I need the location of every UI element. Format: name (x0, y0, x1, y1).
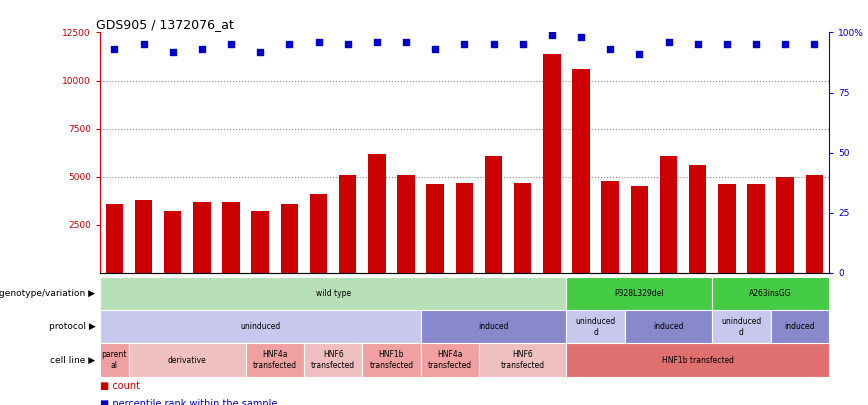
Bar (456, 183, 473, 273)
Bar (164, 211, 181, 273)
Bar (514, 183, 531, 273)
Bar (421, 310, 567, 343)
Point (661, 39, 675, 45)
Point (253, 49, 267, 55)
Point (487, 41, 501, 48)
Text: induced: induced (785, 322, 815, 331)
Bar (246, 343, 304, 377)
Bar (100, 310, 421, 343)
Bar (421, 343, 479, 377)
Point (341, 41, 355, 48)
Text: induced: induced (478, 322, 509, 331)
Point (282, 41, 296, 48)
Point (574, 34, 588, 40)
Bar (572, 69, 589, 273)
Bar (602, 181, 619, 273)
Bar (625, 310, 713, 343)
Point (166, 49, 180, 55)
Point (312, 39, 326, 45)
Point (136, 41, 150, 48)
Point (224, 41, 238, 48)
Bar (567, 343, 829, 377)
Bar (777, 177, 794, 273)
Bar (660, 156, 677, 273)
Bar (771, 310, 829, 343)
Bar (280, 204, 298, 273)
Point (779, 41, 792, 48)
Bar (252, 211, 269, 273)
Text: HNF6
transfected: HNF6 transfected (501, 350, 545, 370)
Point (428, 46, 442, 53)
Text: HNF4a
transfected: HNF4a transfected (428, 350, 472, 370)
Bar (713, 277, 829, 310)
Point (370, 39, 384, 45)
Bar (806, 175, 823, 273)
Bar (631, 186, 648, 273)
Text: P328L329del: P328L329del (615, 289, 664, 298)
Text: parent
al: parent al (102, 350, 127, 370)
Text: HNF4a
transfected: HNF4a transfected (253, 350, 297, 370)
Bar (194, 202, 211, 273)
Point (108, 46, 122, 53)
Text: uninduced: uninduced (240, 322, 280, 331)
Bar (310, 194, 327, 273)
Bar (567, 277, 713, 310)
Bar (398, 175, 415, 273)
Point (516, 41, 529, 48)
Text: induced: induced (654, 322, 684, 331)
Point (691, 41, 705, 48)
Text: protocol ▶: protocol ▶ (49, 322, 95, 331)
Bar (129, 343, 246, 377)
Text: ■ percentile rank within the sample: ■ percentile rank within the sample (100, 399, 277, 405)
Bar (689, 165, 707, 273)
Point (749, 41, 763, 48)
Text: genotype/variation ▶: genotype/variation ▶ (0, 289, 95, 298)
Point (720, 41, 733, 48)
Point (399, 39, 413, 45)
Bar (106, 204, 123, 273)
Bar (222, 202, 240, 273)
Bar (368, 153, 385, 273)
Text: uninduced
d: uninduced d (721, 317, 761, 337)
Point (545, 32, 559, 38)
Bar (135, 200, 152, 273)
Text: A263insGG: A263insGG (749, 289, 792, 298)
Bar (747, 184, 765, 273)
Text: uninduced
d: uninduced d (575, 317, 615, 337)
Bar (339, 175, 357, 273)
Bar (718, 184, 735, 273)
Text: GDS905 / 1372076_at: GDS905 / 1372076_at (96, 18, 234, 31)
Text: ■ count: ■ count (100, 381, 140, 391)
Point (633, 51, 647, 57)
Text: HNF1b transfected: HNF1b transfected (661, 356, 733, 364)
Point (195, 46, 209, 53)
Text: HNF1b
transfected: HNF1b transfected (370, 350, 413, 370)
Text: cell line ▶: cell line ▶ (50, 356, 95, 364)
Point (603, 46, 617, 53)
Bar (567, 310, 625, 343)
Bar (100, 343, 129, 377)
Bar (100, 277, 567, 310)
Bar (304, 343, 362, 377)
Bar (426, 184, 444, 273)
Bar (543, 53, 561, 273)
Bar (362, 343, 421, 377)
Point (807, 41, 821, 48)
Text: wild type: wild type (316, 289, 351, 298)
Point (457, 41, 471, 48)
Bar (479, 343, 567, 377)
Text: HNF6
transfected: HNF6 transfected (311, 350, 355, 370)
Bar (713, 310, 771, 343)
Text: derivative: derivative (168, 356, 207, 364)
Bar (485, 156, 503, 273)
